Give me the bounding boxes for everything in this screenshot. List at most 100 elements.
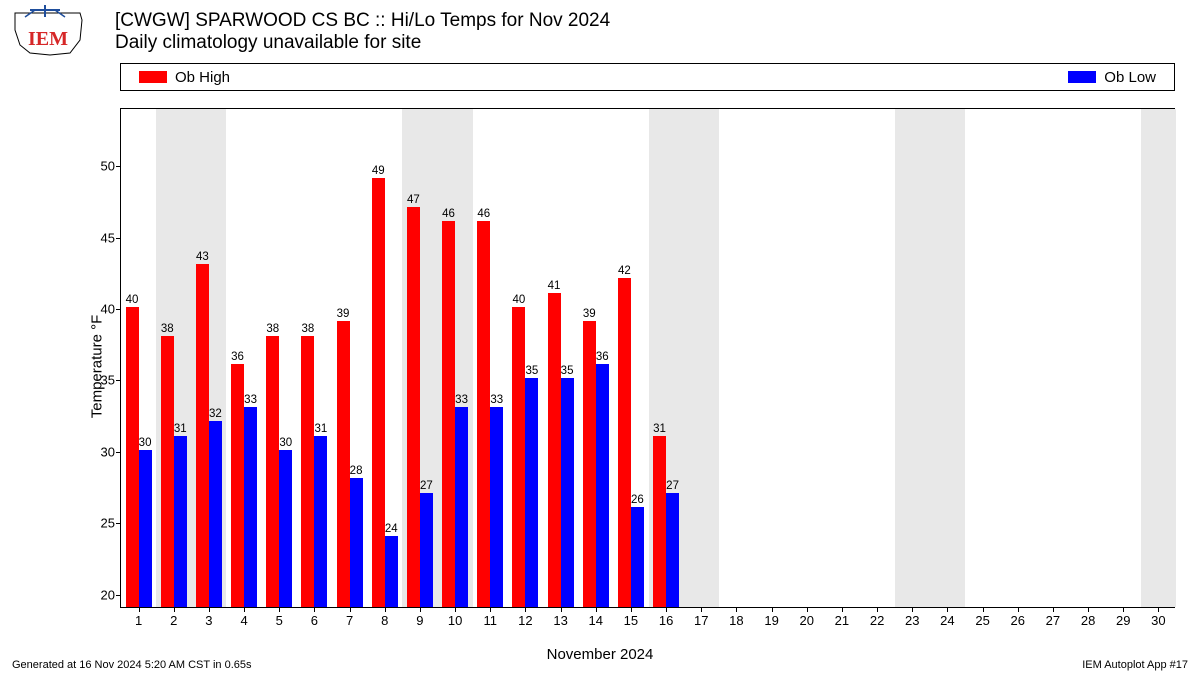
x-tick-label: 22 bbox=[870, 613, 884, 628]
high-bar bbox=[231, 364, 244, 607]
x-tick-mark bbox=[1123, 607, 1124, 612]
high-bar-label: 41 bbox=[548, 280, 561, 292]
low-bar bbox=[631, 507, 644, 607]
x-tick-mark bbox=[842, 607, 843, 612]
low-bar-label: 30 bbox=[279, 437, 292, 449]
x-tick-label: 18 bbox=[729, 613, 743, 628]
high-bar-label: 31 bbox=[653, 423, 666, 435]
low-bar-label: 26 bbox=[631, 494, 644, 506]
low-bar bbox=[455, 407, 468, 607]
high-bar-label: 40 bbox=[513, 294, 526, 306]
x-tick-mark bbox=[174, 607, 175, 612]
y-tick-mark bbox=[116, 523, 121, 524]
high-bar bbox=[196, 264, 209, 607]
x-tick-mark bbox=[947, 607, 948, 612]
high-bar-label: 38 bbox=[266, 323, 279, 335]
high-bar bbox=[337, 321, 350, 607]
high-bar bbox=[653, 436, 666, 607]
high-bar bbox=[372, 178, 385, 607]
low-bar-label: 32 bbox=[209, 408, 222, 420]
x-tick-mark bbox=[807, 607, 808, 612]
x-tick-mark bbox=[983, 607, 984, 612]
x-tick-label: 24 bbox=[940, 613, 954, 628]
x-axis-label: November 2024 bbox=[547, 646, 654, 663]
x-tick-label: 12 bbox=[518, 613, 532, 628]
high-bar bbox=[161, 336, 174, 607]
low-bar bbox=[666, 493, 679, 607]
high-bar-label: 46 bbox=[477, 208, 490, 220]
x-tick-mark bbox=[736, 607, 737, 612]
x-tick-mark bbox=[701, 607, 702, 612]
low-bar-label: 35 bbox=[526, 365, 539, 377]
low-bar bbox=[314, 436, 327, 607]
x-tick-label: 21 bbox=[835, 613, 849, 628]
legend-item-high: Ob High bbox=[139, 69, 230, 86]
y-tick-label: 45 bbox=[101, 230, 115, 245]
footer-app: IEM Autoplot App #17 bbox=[1082, 659, 1188, 671]
legend-item-low: Ob Low bbox=[1068, 69, 1156, 86]
x-tick-mark bbox=[1018, 607, 1019, 612]
weekend-shade bbox=[1141, 109, 1176, 607]
low-bar bbox=[490, 407, 503, 607]
x-tick-label: 5 bbox=[276, 613, 283, 628]
high-bar-label: 38 bbox=[161, 323, 174, 335]
title-line-2: Daily climatology unavailable for site bbox=[115, 32, 610, 54]
low-bar bbox=[209, 421, 222, 607]
high-bar bbox=[583, 321, 596, 607]
y-tick-mark bbox=[116, 595, 121, 596]
x-tick-label: 7 bbox=[346, 613, 353, 628]
low-bar-label: 35 bbox=[561, 365, 574, 377]
low-bar-label: 33 bbox=[455, 394, 468, 406]
x-tick-mark bbox=[385, 607, 386, 612]
x-tick-label: 19 bbox=[764, 613, 778, 628]
high-bar bbox=[407, 207, 420, 607]
y-tick-label: 25 bbox=[101, 516, 115, 531]
iem-logo: IEM bbox=[10, 5, 90, 60]
x-tick-mark bbox=[877, 607, 878, 612]
low-bar bbox=[139, 450, 152, 607]
x-tick-mark bbox=[596, 607, 597, 612]
x-tick-label: 6 bbox=[311, 613, 318, 628]
x-tick-label: 4 bbox=[240, 613, 247, 628]
high-bar bbox=[477, 221, 490, 607]
high-bar-label: 38 bbox=[302, 323, 315, 335]
y-tick-label: 50 bbox=[101, 159, 115, 174]
high-bar-label: 46 bbox=[442, 208, 455, 220]
high-bar bbox=[512, 307, 525, 607]
x-tick-label: 25 bbox=[975, 613, 989, 628]
high-bar bbox=[266, 336, 279, 607]
low-bar-label: 36 bbox=[596, 351, 609, 363]
x-tick-label: 17 bbox=[694, 613, 708, 628]
low-bar-label: 24 bbox=[385, 523, 398, 535]
x-tick-label: 15 bbox=[624, 613, 638, 628]
x-tick-label: 28 bbox=[1081, 613, 1095, 628]
legend-swatch-high bbox=[139, 71, 167, 83]
high-bar-label: 39 bbox=[583, 308, 596, 320]
x-tick-mark bbox=[279, 607, 280, 612]
x-tick-label: 3 bbox=[205, 613, 212, 628]
legend: Ob High Ob Low bbox=[120, 63, 1175, 91]
high-bar bbox=[126, 307, 139, 607]
x-tick-label: 20 bbox=[800, 613, 814, 628]
low-bar-label: 31 bbox=[174, 423, 187, 435]
low-bar bbox=[561, 378, 574, 607]
svg-text:IEM: IEM bbox=[28, 28, 68, 50]
low-bar-label: 28 bbox=[350, 465, 363, 477]
x-tick-label: 11 bbox=[484, 613, 498, 628]
high-bar bbox=[301, 336, 314, 607]
x-tick-mark bbox=[420, 607, 421, 612]
legend-label-high: Ob High bbox=[175, 69, 230, 86]
chart-title: [CWGW] SPARWOOD CS BC :: Hi/Lo Temps for… bbox=[115, 10, 610, 54]
y-tick-mark bbox=[116, 380, 121, 381]
weekend-shade bbox=[895, 109, 965, 607]
y-tick-label: 20 bbox=[101, 587, 115, 602]
low-bar-label: 27 bbox=[420, 480, 433, 492]
high-bar-label: 43 bbox=[196, 251, 209, 263]
x-tick-label: 16 bbox=[659, 613, 673, 628]
x-tick-label: 2 bbox=[170, 613, 177, 628]
y-tick-mark bbox=[116, 238, 121, 239]
high-bar-label: 47 bbox=[407, 194, 420, 206]
x-tick-mark bbox=[490, 607, 491, 612]
x-tick-mark bbox=[525, 607, 526, 612]
high-bar bbox=[442, 221, 455, 607]
